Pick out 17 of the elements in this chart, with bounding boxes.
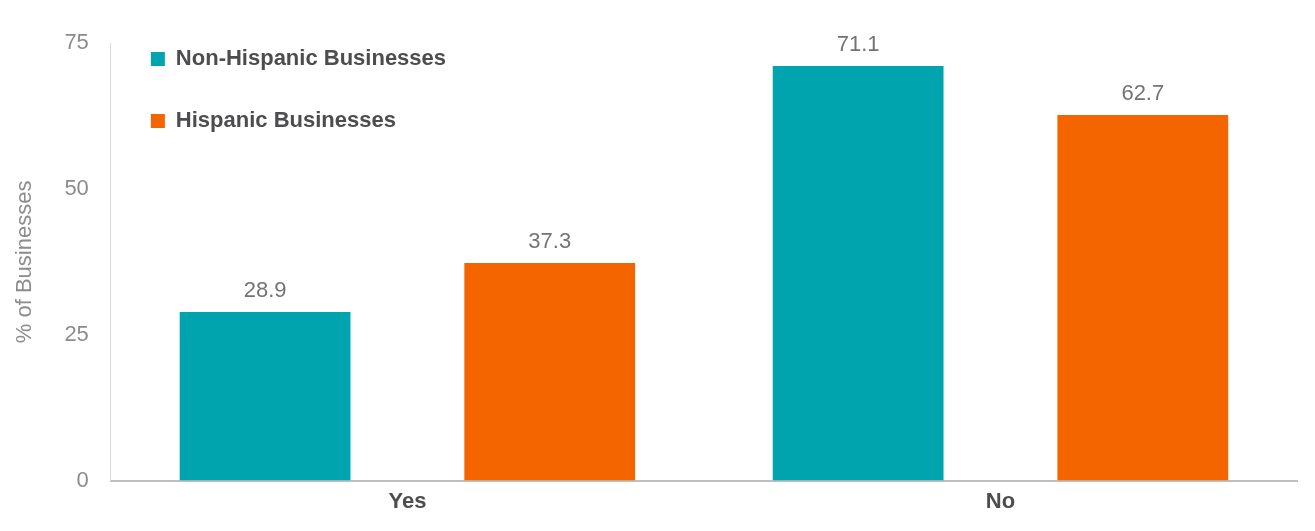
data-label: 71.1 (836, 31, 880, 57)
y-tick-label: 0 (76, 466, 89, 492)
y-axis-title: % of Businesses (11, 180, 37, 344)
data-label: 37.3 (528, 228, 572, 254)
x-tick-label: Yes (388, 487, 427, 513)
bar (1057, 114, 1229, 481)
data-label: 62.7 (1121, 80, 1165, 105)
y-tick-label: 50 (64, 175, 89, 201)
legend-label: Non-Hispanic Businesses (175, 45, 447, 71)
bar (179, 312, 351, 481)
bar (772, 65, 944, 481)
bar (464, 263, 636, 481)
legend-label: Hispanic Businesses (175, 107, 396, 133)
y-tick-label: 75 (64, 29, 89, 55)
data-label: 28.9 (243, 277, 287, 303)
x-tick-label: No (985, 487, 1016, 513)
y-tick-label: 25 (64, 320, 89, 346)
